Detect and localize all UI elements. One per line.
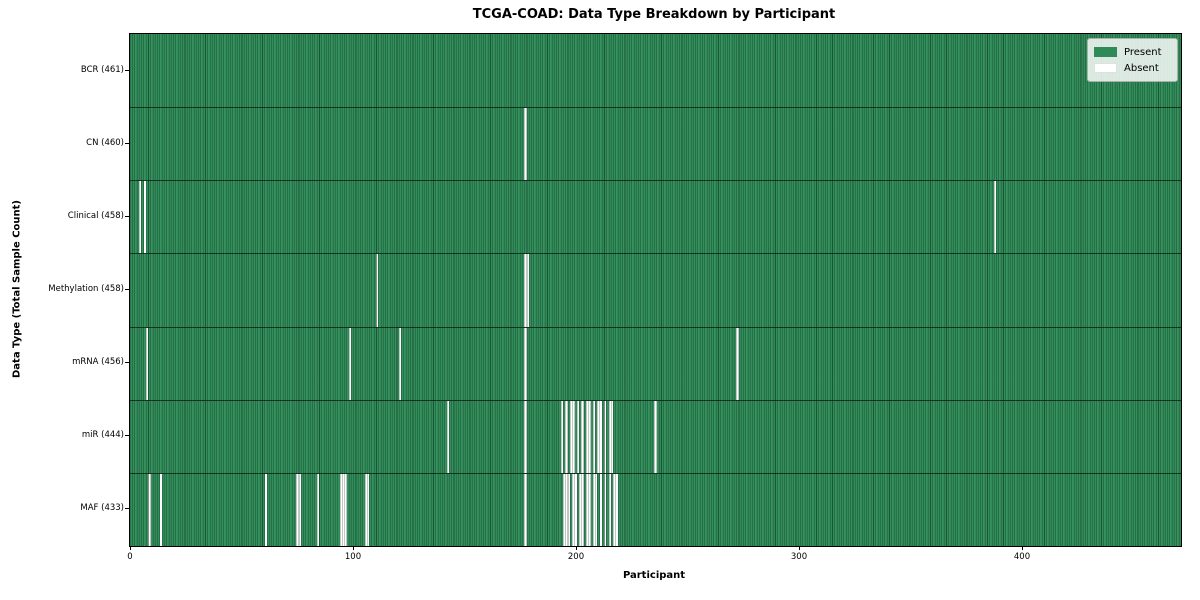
absent-cell [581,400,584,473]
absent-cell [264,473,267,546]
x-tick-mark [576,546,577,550]
absent-cell [446,400,450,473]
absent-cell [611,400,614,473]
legend: Present Absent [1087,38,1178,82]
heatmap-row-Clinical [130,180,1181,254]
y-tick-label-Clinical: Clinical (458) [67,210,124,221]
x-tick-mark [799,546,800,550]
absent-cell [143,181,146,254]
present-swatch [1094,47,1117,57]
absent-cell [524,400,527,473]
y-tick-mark [125,215,129,217]
y-tick-mark [125,69,129,71]
absent-cell [574,473,577,546]
absent-cell [148,473,151,546]
absent-cell [344,473,347,546]
heatmap-rows [130,34,1181,546]
absent-cell [608,473,612,546]
absent-cell [736,327,739,400]
y-tick-label-miR: miR (444) [81,430,124,441]
absent-cell [565,400,568,473]
heatmap-plot-area [129,33,1182,547]
heatmap-row-mRNA [130,326,1181,400]
absent-cell [376,254,379,327]
absent-cell [524,327,527,400]
absent-cell [576,400,580,473]
absent-cell [588,400,591,473]
absent-cell [145,327,149,400]
x-axis-label: Participant [622,570,686,581]
absent-cell [348,327,352,400]
absent-cell [524,473,527,546]
absent-cell [399,327,402,400]
absent-cell [604,473,607,546]
heatmap-row-BCR [130,34,1181,107]
absent-cell [139,181,142,254]
y-axis-label: Data Type (Total Sample Count) [11,199,23,379]
y-tick-label-BCR: BCR (461) [80,64,124,75]
x-tick-label-300: 300 [790,552,808,562]
absent-cell [567,473,570,546]
absent-swatch [1094,63,1117,73]
absent-cell [592,400,596,473]
absent-cell [599,400,602,473]
y-tick-mark [125,289,129,290]
y-tick-mark [125,435,129,437]
heatmap-row-miR [130,399,1181,473]
legend-entry-present: Present [1094,44,1170,60]
y-tick-label-mRNA: mRNA (456) [72,357,124,368]
x-tick-label-200: 200 [567,552,585,562]
heatmap-row-Methylation [130,253,1181,327]
y-tick-mark [125,362,129,364]
absent-cell [581,473,584,546]
legend-entry-absent: Absent [1094,60,1170,76]
x-tick-mark [130,546,131,550]
heatmap-row-MAF [130,472,1181,546]
y-tick-label-Methylation: Methylation (458) [48,284,124,294]
x-tick-label-100: 100 [344,552,362,562]
chart-title: TCGA-COAD: Data Type Breakdown by Partic… [472,7,836,22]
absent-cell [560,400,564,473]
absent-cell [599,473,602,546]
absent-label: Absent [1124,62,1159,74]
x-tick-label-0: 0 [127,552,133,562]
absent-cell [367,473,370,546]
absent-cell [654,400,657,473]
absent-cell [524,108,527,181]
absent-cell [572,400,575,473]
y-tick-mark [125,508,129,510]
absent-cell [994,181,997,254]
absent-cell [615,473,618,546]
absent-cell [298,473,301,546]
y-tick-label-CN: CN (460) [86,137,124,148]
absent-cell [588,473,591,546]
present-label: Present [1124,46,1162,58]
x-tick-mark [353,546,354,550]
absent-cell [159,473,162,546]
absent-cell [595,473,598,546]
absent-cell [604,400,607,473]
x-tick-label-400: 400 [1013,552,1031,562]
x-tick-mark [1022,546,1023,550]
heatmap-row-CN [130,107,1181,181]
absent-cell [526,254,529,327]
absent-cell [316,473,320,546]
y-tick-label-MAF: MAF (433) [80,503,124,514]
y-tick-mark [125,142,129,144]
